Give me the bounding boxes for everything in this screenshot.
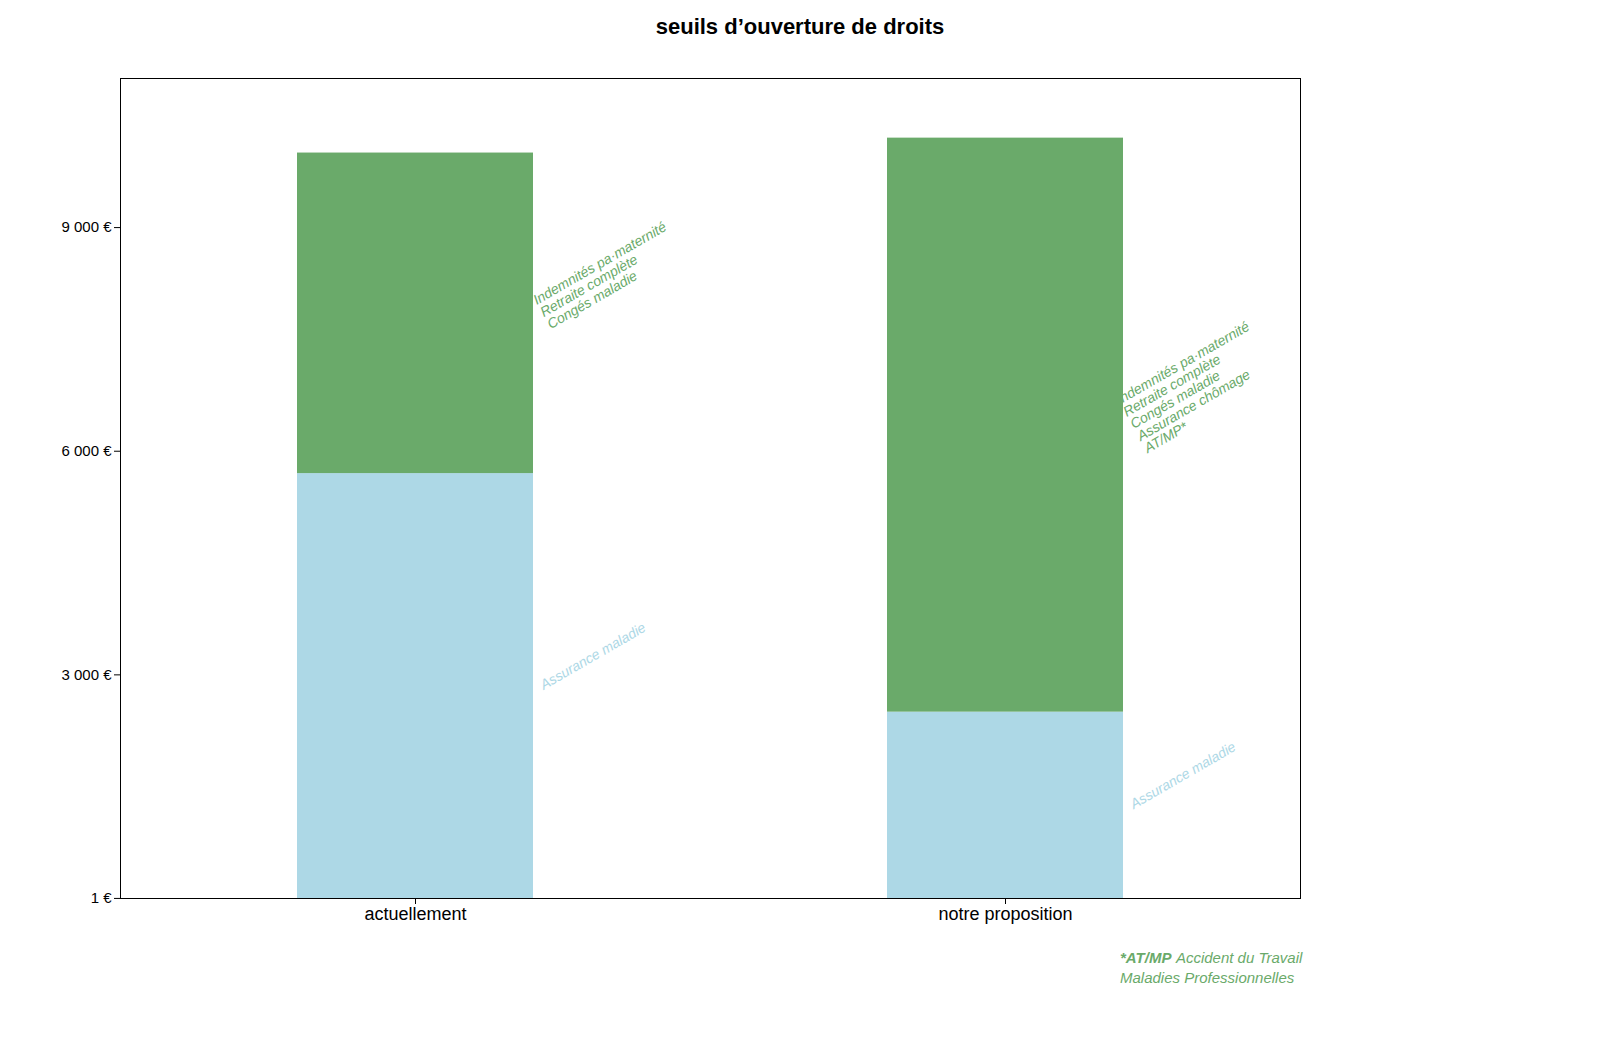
svg-text:9 000 €: 9 000 € <box>61 218 112 235</box>
svg-text:6 000 €: 6 000 € <box>61 442 112 459</box>
html-text:seuils d’ouverture de droits: seuils d’ouverture de droits <box>655 14 945 39</box>
svg-text:Indemnités pa·maternitéRetrait: Indemnités pa·maternitéRetraite complète… <box>1112 318 1280 456</box>
svg-text:Indemnités pa·maternitéRetrait: Indemnités pa·maternitéRetraite complète… <box>530 218 683 332</box>
svg-text:notre proposition: notre proposition <box>938 904 1072 924</box>
html-text:*AT/MP Accident du Travail Mal: *AT/MP Accident du Travail Maladies Prof… <box>1120 949 1303 986</box>
svg-text:Assurance maladie: Assurance maladie <box>536 619 648 693</box>
svg-text:3 000 €: 3 000 € <box>61 666 112 683</box>
svg-text:1 €: 1 € <box>91 889 113 906</box>
svg-text:actuellement: actuellement <box>364 904 466 924</box>
svg-text:Assurance maladie: Assurance maladie <box>1126 738 1238 812</box>
